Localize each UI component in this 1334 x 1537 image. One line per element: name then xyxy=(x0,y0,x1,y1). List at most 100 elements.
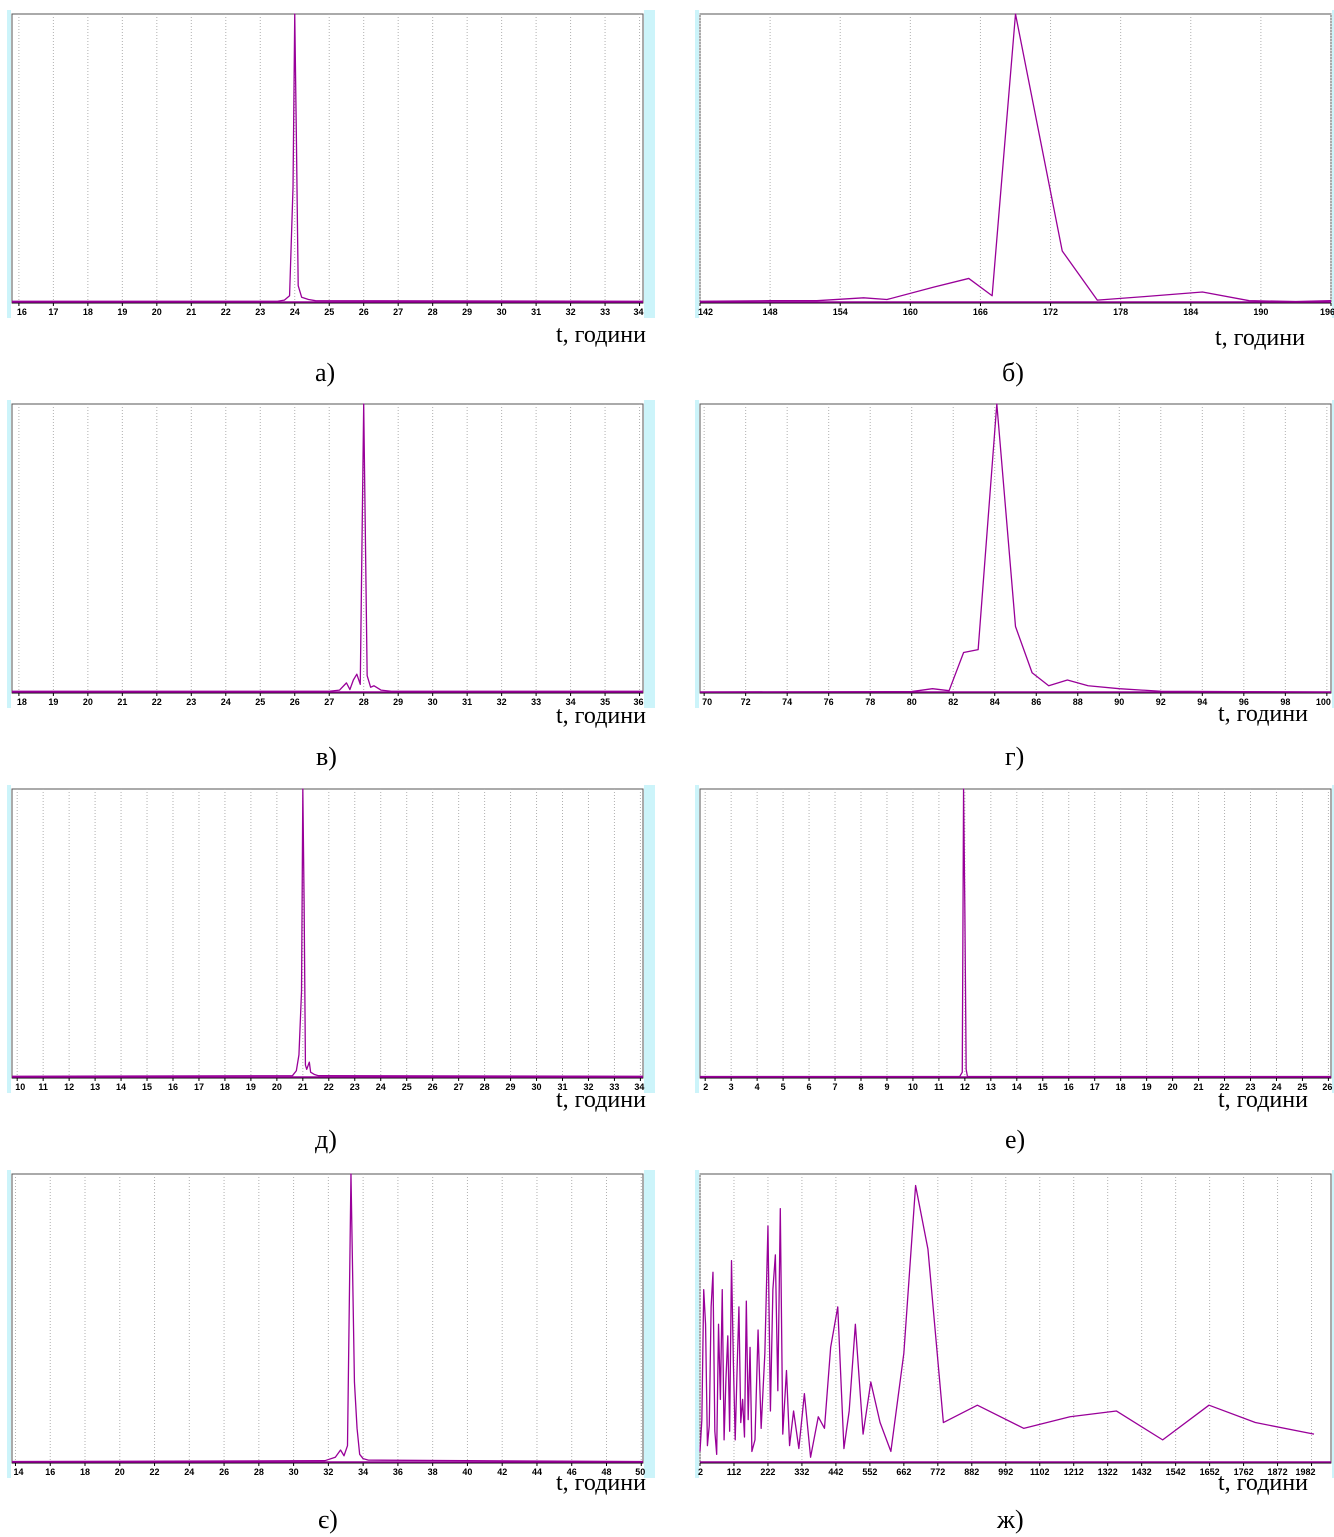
x-tick-label: 24 xyxy=(1271,1082,1281,1092)
x-tick-label: 1762 xyxy=(1234,1467,1254,1477)
x-tick-label: 1212 xyxy=(1064,1467,1084,1477)
series-line xyxy=(699,13,1332,303)
x-tick-label: 25 xyxy=(402,1082,412,1092)
plot-area xyxy=(11,13,644,304)
series-line xyxy=(12,403,643,692)
x-tick-label: 19 xyxy=(246,1082,256,1092)
x-tick-label: 2 xyxy=(698,1467,703,1477)
chart-panel-h: 2 112 222 332 442 552 662 772 882 992 1102 1212 1322… xyxy=(695,1170,1334,1478)
x-tick-label: 14 xyxy=(116,1082,126,1092)
gridlines xyxy=(704,789,1329,1078)
left-side-bar xyxy=(695,400,699,708)
gridlines xyxy=(14,1174,642,1463)
gridlines xyxy=(703,404,1328,693)
x-tick-label: 178 xyxy=(1113,307,1128,317)
x-tick-label: 88 xyxy=(1073,697,1083,707)
x-tick-label: 442 xyxy=(828,1467,843,1477)
x-tick-label: 100 xyxy=(1316,697,1331,707)
x-tick-label: 15 xyxy=(1038,1082,1048,1092)
chart-svg: 10 11 12 13 14 15 16 17 18 19 20 21 22 23 24 25 26 27 28 29… xyxy=(7,785,655,1093)
x-tick-label: 92 xyxy=(1156,697,1166,707)
gridlines xyxy=(16,789,641,1078)
x-tick-label: 19 xyxy=(48,697,58,707)
x-tick-label: 76 xyxy=(824,697,834,707)
x-tick-label: 32 xyxy=(583,1082,593,1092)
x-tick-label: 35 xyxy=(600,697,610,707)
x-tick-label: 40 xyxy=(462,1467,472,1477)
x-tick-label: 222 xyxy=(760,1467,775,1477)
x-tick-label: 190 xyxy=(1253,307,1268,317)
right-side-bar xyxy=(1332,1170,1334,1478)
x-tick-label: 28 xyxy=(480,1082,490,1092)
x-tick-label: 154 xyxy=(833,307,848,317)
x-tick-label: 3 xyxy=(729,1082,734,1092)
x-tick-label: 26 xyxy=(290,697,300,707)
x-tick-label: 78 xyxy=(865,697,875,707)
x-tick-label: 18 xyxy=(1116,1082,1126,1092)
x-tick-label: 1982 xyxy=(1296,1467,1316,1477)
x-tick-label: 20 xyxy=(83,697,93,707)
x-tick-label: 14 xyxy=(1012,1082,1022,1092)
right-side-bar xyxy=(644,785,655,1093)
panel-caption: е) xyxy=(1005,1125,1026,1154)
panel-caption: д) xyxy=(315,1125,337,1154)
x-tick-label: 30 xyxy=(289,1467,299,1477)
x-tick-label: 21 xyxy=(117,697,127,707)
x-tick-label: 23 xyxy=(186,697,196,707)
x-tick-label: 36 xyxy=(634,697,644,707)
right-side-bar xyxy=(644,1170,655,1478)
panel-caption: ж) xyxy=(997,1505,1024,1534)
panel-caption: б) xyxy=(1002,358,1024,387)
x-tick-label: 17 xyxy=(194,1082,204,1092)
x-tick-label: 27 xyxy=(454,1082,464,1092)
x-tick-label: 84 xyxy=(990,697,1000,707)
x-tick-label: 33 xyxy=(531,697,541,707)
x-tick-label: 16 xyxy=(45,1467,55,1477)
x-tick-label: 80 xyxy=(907,697,917,707)
x-tick-label: 11 xyxy=(38,1082,48,1092)
chart-svg: 142 148 154 160 166 172 178 184 190 196 xyxy=(695,10,1334,318)
x-tick-label: 19 xyxy=(117,307,127,317)
x-tick-label: 9 xyxy=(884,1082,889,1092)
x-tick-label: 5 xyxy=(781,1082,786,1092)
x-axis-label: t, години xyxy=(556,322,646,348)
x-tick-label: 142 xyxy=(698,307,713,317)
x-tick-label: 31 xyxy=(531,307,541,317)
x-axis-label: t, години xyxy=(1218,701,1308,727)
x-tick-label: 18 xyxy=(80,1467,90,1477)
x-tick-label: 1652 xyxy=(1200,1467,1220,1477)
x-tick-label: 82 xyxy=(948,697,958,707)
x-tick-label: 20 xyxy=(272,1082,282,1092)
x-tick-label: 94 xyxy=(1197,697,1207,707)
chart-svg: 16 17 18 19 20 21 22 23 24 25 26 27 28 29 30 31 32 33 34 xyxy=(7,10,655,318)
x-axis-label: t, години xyxy=(556,703,646,729)
chart-svg: 18 19 20 21 22 23 24 25 26 27 28 29 30 31 32 33 34 35 36 xyxy=(7,400,655,708)
x-tick-label: 22 xyxy=(221,307,231,317)
panel-caption: є) xyxy=(318,1505,338,1534)
x-tick-label: 13 xyxy=(986,1082,996,1092)
left-side-bar xyxy=(7,1170,11,1478)
chart-panel-a: 16 17 18 19 20 21 22 23 24 25 26 27 28 29 30 31 32 33 34 xyxy=(7,10,655,318)
x-tick-label: 19 xyxy=(1142,1082,1152,1092)
x-axis-label: t, години xyxy=(1218,1087,1308,1113)
chart-svg: 14 16 18 20 22 24 26 28 30 32 34 36 38 40 42 44 46 48 50 xyxy=(7,1170,655,1478)
x-tick-label: 23 xyxy=(1245,1082,1255,1092)
chart-svg: 70 72 74 76 78 80 82 84 86 88 90 92 94 96 98 100 xyxy=(695,400,1334,708)
x-tick-label: 662 xyxy=(896,1467,911,1477)
x-tick-label: 1432 xyxy=(1132,1467,1152,1477)
series-line xyxy=(700,788,1331,1078)
x-tick-label: 172 xyxy=(1043,307,1058,317)
x-tick-label: 196 xyxy=(1320,307,1334,317)
x-tick-label: 10 xyxy=(908,1082,918,1092)
x-tick-label: 24 xyxy=(221,697,231,707)
x-tick-label: 15 xyxy=(142,1082,152,1092)
x-axis-label: t, години xyxy=(1215,325,1305,351)
x-tick-label: 1542 xyxy=(1166,1467,1186,1477)
plot-area xyxy=(11,1173,644,1464)
plot-area xyxy=(699,1173,1332,1464)
x-tick-label: 1322 xyxy=(1098,1467,1118,1477)
plot-area xyxy=(699,13,1332,304)
x-tick-label: 25 xyxy=(255,697,265,707)
x-tick-label: 11 xyxy=(934,1082,944,1092)
x-tick-label: 24 xyxy=(290,307,300,317)
